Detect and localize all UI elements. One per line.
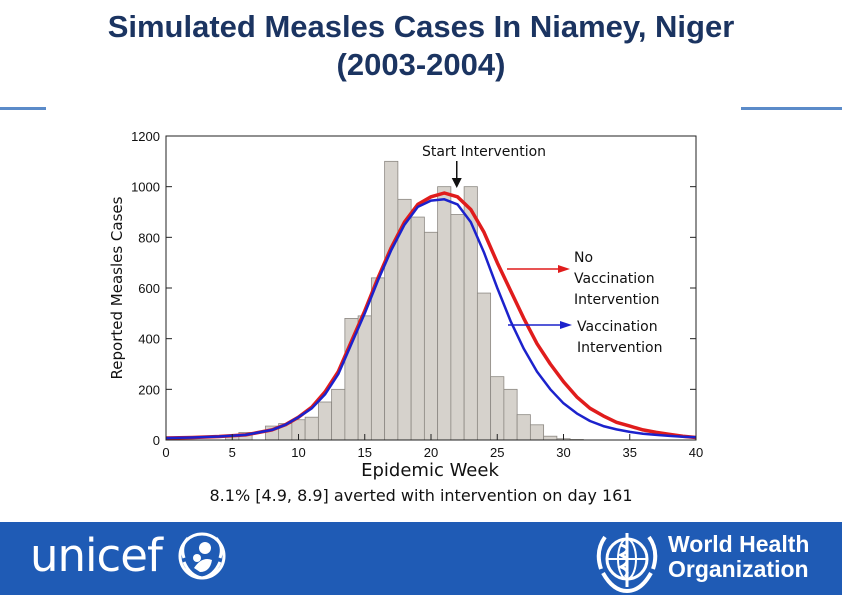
bar-week-14 xyxy=(344,317,359,441)
bar-week-12 xyxy=(317,401,333,441)
y-tick-label-600: 600 xyxy=(138,281,160,296)
x-tick-label-15: 15 xyxy=(358,445,372,460)
y-tick-label-0: 0 xyxy=(153,433,160,448)
bar-week-19 xyxy=(410,216,425,441)
averted-caption: 8.1% [4.9, 8.9] averted with interventio… xyxy=(209,486,633,505)
series-line-vaccination xyxy=(165,198,697,440)
unicef-logo-text: unicef xyxy=(30,529,163,582)
bar-week-25 xyxy=(490,376,505,441)
footer-band xyxy=(0,522,842,595)
bar-week-24 xyxy=(476,292,492,441)
bar-week-11 xyxy=(304,416,319,441)
x-tick-label-35: 35 xyxy=(623,445,637,460)
start-intervention-label: Start Intervention xyxy=(422,144,546,160)
x-tick-label-25: 25 xyxy=(490,445,504,460)
no-vaccination-label-1: Vaccination xyxy=(574,271,655,287)
who-text-line-1: World Health xyxy=(668,531,810,557)
vaccination-arrowhead xyxy=(560,321,572,329)
vaccination-label-0: Vaccination xyxy=(577,319,658,335)
y-tick-label-800: 800 xyxy=(138,230,160,245)
who-logo-text: World Health Organization xyxy=(668,532,809,582)
bar-week-29 xyxy=(543,435,558,441)
no-vaccination-label-2: Intervention xyxy=(574,292,659,308)
axes: 0 200 400 600 800 1000 1200 0 5 10 15 20 25 30 35 40 Epi… xyxy=(108,129,703,481)
bar-week-16 xyxy=(370,277,386,441)
who-globe-icon xyxy=(596,533,658,594)
unicef-emblem-icon xyxy=(178,532,226,580)
start-intervention-arrowhead xyxy=(451,178,462,188)
x-axis-label: Epidemic Week xyxy=(361,460,499,481)
title-line-2: (2003-2004) xyxy=(336,47,506,82)
bar-week-21 xyxy=(437,186,452,441)
bar-week-15 xyxy=(357,315,372,441)
y-tick-label-400: 400 xyxy=(138,332,160,347)
bar-week-13 xyxy=(331,388,346,441)
no-vaccination-label-0: No xyxy=(574,250,593,266)
no-vaccination-arrowhead xyxy=(558,265,570,273)
y-tick-label-1000: 1000 xyxy=(131,180,160,195)
bar-week-28 xyxy=(529,424,545,441)
bar-week-26 xyxy=(503,388,518,441)
y-axis-label: Reported Measles Cases xyxy=(108,196,126,379)
x-tick-label-5: 5 xyxy=(229,445,236,460)
model-curves xyxy=(165,191,697,440)
y-tick-label-200: 200 xyxy=(138,382,160,397)
title-rule-left xyxy=(0,107,46,110)
bar-week-20 xyxy=(423,231,439,441)
title-line-1: Simulated Measles Cases In Niamey, Niger xyxy=(107,9,735,44)
histogram-bars xyxy=(166,136,696,441)
x-tick-label-0: 0 xyxy=(162,445,169,460)
title-rule-right xyxy=(741,107,842,110)
slide-title: Simulated Measles Cases In Niamey, Niger… xyxy=(0,8,842,84)
bar-week-22 xyxy=(450,214,465,441)
x-tick-label-40: 40 xyxy=(689,445,703,460)
bar-week-27 xyxy=(516,414,531,441)
y-tick-label-1200: 1200 xyxy=(131,129,160,144)
x-tick-label-10: 10 xyxy=(291,445,305,460)
who-text-line-2: Organization xyxy=(668,556,809,582)
vaccination-label-1: Intervention xyxy=(577,340,662,356)
bar-week-17 xyxy=(384,160,399,441)
x-tick-label-30: 30 xyxy=(556,445,570,460)
x-tick-label-20: 20 xyxy=(424,445,438,460)
annotations: Start Intervention No Vaccination Intervent… xyxy=(422,144,663,356)
